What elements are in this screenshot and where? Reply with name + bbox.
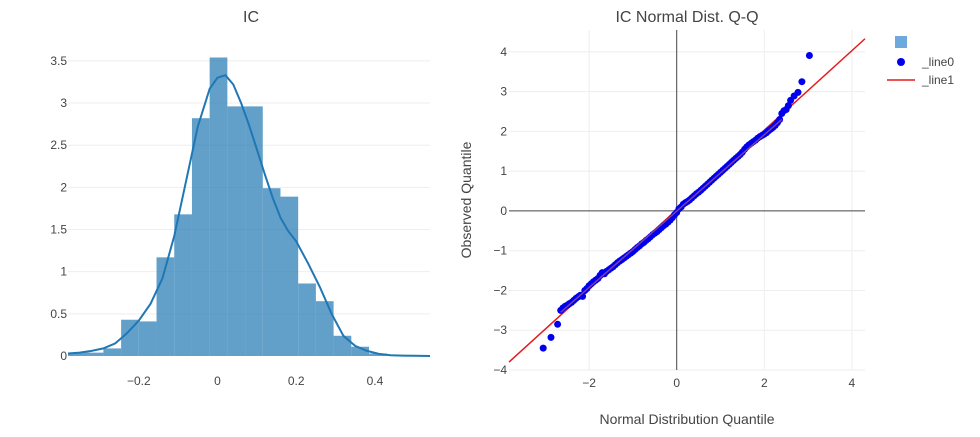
qq-y-ticks: −4 −3 −2 −1 0 1 2 3 4 [493, 45, 507, 377]
qq-point[interactable] [794, 88, 802, 96]
qq-point[interactable] [805, 52, 813, 59]
histogram-bar[interactable] [369, 353, 387, 356]
histogram-bar[interactable] [280, 196, 299, 356]
legend: _line0 _line1 [887, 36, 954, 87]
kde-curve [67, 74, 431, 357]
histogram-bar[interactable] [245, 106, 263, 357]
histogram-y-tick-label: 3 [60, 96, 67, 110]
histogram-x-tick-label: 0 [214, 374, 221, 388]
histogram-x-ticks: −0.2 0 0.2 0.4 [127, 374, 384, 388]
qq-y-tick-label: 1 [500, 164, 507, 178]
qq-y-tick-label: −1 [493, 244, 507, 258]
histogram-y-tick-label: 2.5 [50, 138, 67, 152]
histogram-x-tick-label: 0.4 [367, 374, 384, 388]
qq-y-tick-label: −3 [493, 323, 507, 337]
histogram-bar[interactable] [138, 321, 157, 356]
histogram-x-tick-label: 0.2 [288, 374, 305, 388]
qq-x-tick-label: 0 [673, 376, 680, 390]
histogram-bar[interactable] [174, 214, 192, 356]
qq-x-tick-label: −2 [582, 376, 596, 390]
histogram-bar[interactable] [103, 348, 122, 356]
histogram-y-tick-label: 1 [60, 265, 67, 279]
qq-chart: IC Normal Dist. Q-Q −2 0 2 4 −4−3−2−101234 … [458, 9, 866, 427]
histogram-bars [68, 57, 387, 357]
qq-x-ticks: −2 0 2 4 [582, 376, 855, 390]
histogram-y-ticks: 0 0.5 1 1.5 2 2.5 3 3.5 [50, 54, 67, 363]
histogram-bar[interactable] [227, 106, 246, 357]
qq-y-tick-label: 3 [500, 85, 507, 99]
histogram-bar[interactable] [315, 301, 334, 356]
qq-y-tick-label: 0 [500, 204, 507, 218]
qq-point[interactable] [776, 116, 784, 123]
qq-y-tick-label: 4 [500, 45, 507, 59]
histogram-y-tick-label: 0 [60, 349, 67, 363]
histogram-bar[interactable] [156, 257, 175, 356]
qq-inner-line [560, 118, 783, 313]
qq-zero-lines [509, 30, 865, 370]
qq-gridlines [509, 30, 865, 371]
histogram-bar[interactable] [68, 352, 104, 356]
histogram-bar[interactable] [209, 57, 228, 357]
histogram-bar[interactable] [351, 346, 370, 356]
qq-point[interactable] [539, 344, 547, 352]
histogram-bar[interactable] [333, 335, 352, 356]
qq-y-tick-label: 2 [500, 124, 507, 138]
qq-point[interactable] [554, 320, 562, 328]
qq-y-axis-label: Observed Quantile [458, 141, 474, 258]
histogram-bar[interactable] [121, 319, 139, 356]
legend-swatch-histogram[interactable] [895, 36, 907, 48]
histogram-x-tick-label: −0.2 [127, 374, 151, 388]
histogram-y-tick-label: 1.5 [50, 223, 67, 237]
histogram-bar[interactable] [262, 188, 281, 356]
qq-point[interactable] [798, 78, 806, 86]
histogram-title: IC [243, 9, 259, 26]
qq-x-tick-label: 2 [761, 376, 768, 390]
histogram-y-tick-label: 0.5 [50, 307, 67, 321]
histogram-chart: IC −0.2 0 0.2 0.4 0 0.5 1 1.5 2 2.5 3 3.5 [50, 9, 431, 388]
qq-x-tick-label: 4 [849, 376, 856, 390]
legend-label-line1: _line1 [921, 73, 954, 87]
legend-label-line0: _line0 [921, 55, 954, 69]
qq-x-axis-label: Normal Distribution Quantile [599, 411, 774, 427]
histogram-y-tick-label: 3.5 [50, 54, 67, 68]
qq-title: IC Normal Dist. Q-Q [615, 9, 758, 26]
legend-marker-line0[interactable] [897, 58, 905, 66]
histogram-bar[interactable] [191, 118, 210, 356]
qq-point[interactable] [547, 333, 555, 341]
histogram-bar[interactable] [298, 283, 316, 356]
qq-y-tick-label: −4 [493, 363, 507, 377]
qq-y-tick-label: −2 [493, 283, 507, 297]
histogram-y-tick-label: 2 [60, 180, 67, 194]
